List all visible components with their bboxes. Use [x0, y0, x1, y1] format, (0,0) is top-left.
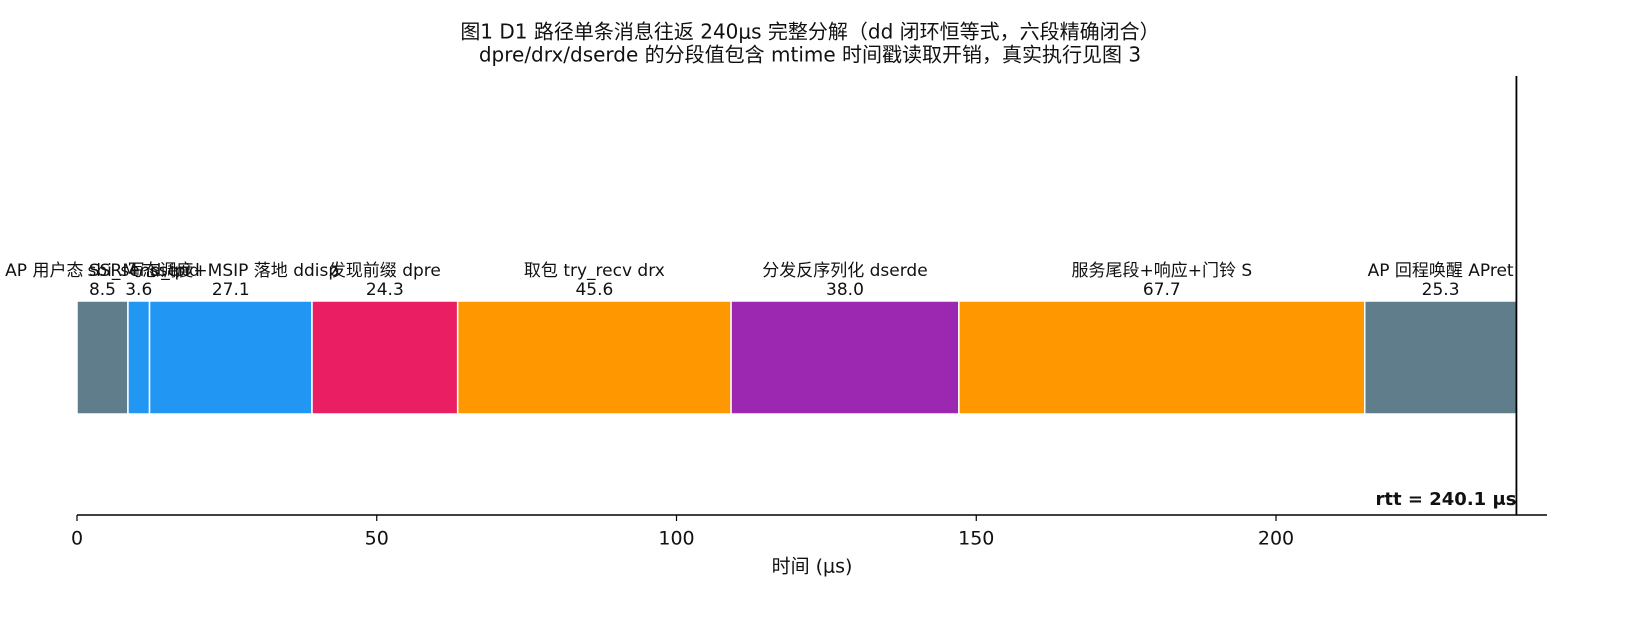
segment-label: 发现前缀 dpre — [329, 261, 441, 281]
segment-label: AP 回程唤醒 APret — [1368, 261, 1514, 281]
value-label: 3.6 — [125, 280, 152, 300]
value-label: 25.3 — [1422, 280, 1460, 300]
segment-label: M 态调度+MSIP 落地 ddisp — [122, 261, 339, 281]
bar-segment — [148, 300, 313, 415]
bar-segment — [958, 300, 1366, 415]
segment-label: 取包 try_recv drx — [524, 261, 665, 281]
bar-segment — [730, 300, 960, 415]
chart-title: 图1 D1 路径单条消息往返 240μs 完整分解（dd 闭环恒等式，六段精确闭… — [460, 20, 1159, 44]
chart-subtitle: dpre/drx/dserde 的分段值包含 mtime 时间戳读取开销，真实执… — [479, 43, 1141, 67]
x-axis-label: 时间 (μs) — [772, 556, 853, 578]
x-tick-label: 50 — [365, 528, 389, 550]
value-label: 38.0 — [826, 280, 864, 300]
segment-label: 分发反序列化 dserde — [762, 261, 927, 281]
segment-label: AP 用户态 SSR 写 ssend — [5, 261, 200, 281]
x-tick-label: 200 — [1258, 528, 1294, 550]
value-label: 67.7 — [1143, 280, 1181, 300]
bar-segment — [1363, 300, 1518, 415]
bar-segment — [456, 300, 732, 415]
bar-segment — [311, 300, 459, 415]
value-label: 45.6 — [575, 280, 613, 300]
value-label: 27.1 — [212, 280, 250, 300]
value-label: 24.3 — [366, 280, 404, 300]
x-tick-label: 150 — [958, 528, 994, 550]
bar-segment — [76, 300, 129, 415]
rtt-annotation: rtt = 240.1 μs — [1376, 489, 1517, 510]
bar-segment — [127, 300, 151, 415]
segment-label: 服务尾段+响应+门铃 S — [1071, 261, 1252, 281]
x-tick-label: 100 — [658, 528, 694, 550]
x-tick-label: 0 — [71, 528, 83, 550]
value-label: 8.5 — [89, 280, 116, 300]
segment-label: sbi_send_ipi — [87, 261, 190, 281]
